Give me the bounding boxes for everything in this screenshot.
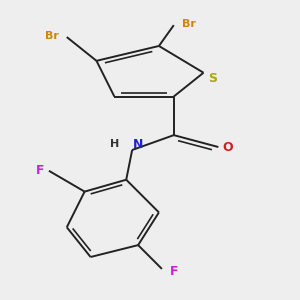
Text: Br: Br — [45, 31, 59, 40]
Text: H: H — [110, 139, 119, 149]
Text: S: S — [208, 72, 217, 85]
Text: F: F — [36, 164, 44, 177]
Text: N: N — [133, 138, 143, 151]
Text: F: F — [169, 266, 178, 278]
Text: Br: Br — [182, 19, 196, 29]
Text: O: O — [222, 140, 232, 154]
